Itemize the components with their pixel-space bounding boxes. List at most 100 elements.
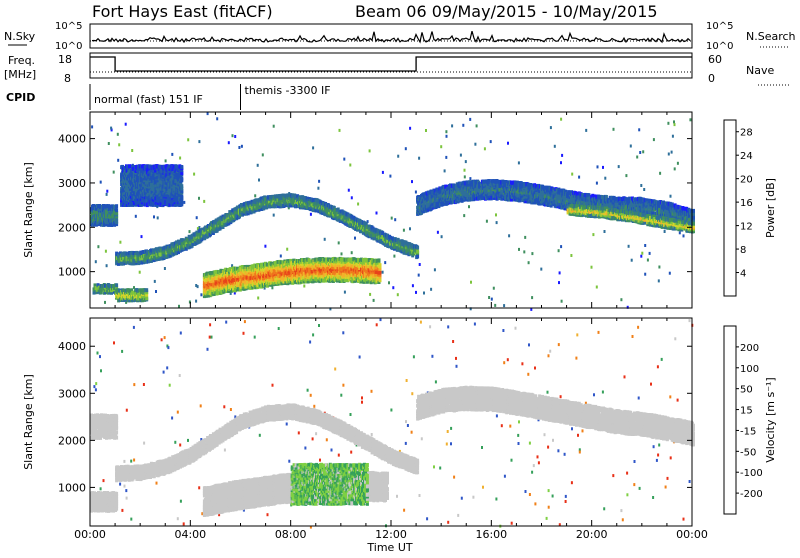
scatter-cell (286, 248, 288, 251)
scatter-cell (303, 285, 305, 288)
scatter-cell (232, 134, 234, 137)
scatter-cell (508, 234, 510, 237)
data-cell (145, 296, 148, 300)
scatter-cell (430, 288, 432, 291)
scatter-cell (647, 259, 649, 262)
nsky-label: N.Sky (4, 30, 36, 43)
scatter-cell (464, 175, 466, 178)
scatter-cell (560, 118, 562, 121)
scatter-cell (338, 241, 340, 244)
scatter-cell (469, 118, 471, 121)
scatter-cell (104, 301, 106, 304)
nsky-trace (90, 31, 692, 42)
scatter-cell (234, 135, 236, 138)
scatter-cell (228, 141, 230, 144)
scatter-cell (198, 197, 200, 200)
scatter-cell (397, 293, 399, 296)
scatter-cell (409, 227, 411, 230)
scatter-cell (613, 128, 615, 131)
scatter-cell (384, 261, 386, 264)
scatter-cell (100, 181, 102, 184)
scatter-cell (369, 293, 371, 296)
scatter-cell (591, 266, 593, 269)
scatter-cell (531, 296, 533, 299)
nsky-panel-frame (90, 24, 692, 48)
scatter-cell (445, 156, 447, 159)
scatter-cell (437, 231, 439, 234)
scatter-cell (484, 147, 486, 150)
nsky-series-line (92, 31, 690, 42)
scatter-cell (179, 157, 181, 160)
scatter-cell (602, 166, 604, 169)
scatter-cell (585, 129, 587, 132)
scatter-cell (496, 221, 498, 224)
scatter-cell (393, 255, 395, 258)
scatter-cell (389, 175, 391, 178)
data-cell (416, 255, 419, 259)
scatter-cell (97, 245, 99, 248)
scatter-cell (382, 271, 384, 274)
scatter-cell (409, 127, 411, 130)
beam-dates-title: Beam 06 09/May/2015 - 10/May/2015 (355, 2, 658, 21)
scatter-cell (382, 171, 384, 174)
scatter-cell (465, 160, 467, 163)
scatter-cell (415, 291, 417, 294)
scatter-cell (369, 149, 371, 152)
scatter-cell (349, 164, 351, 167)
scatter-cell (653, 138, 655, 141)
scatter-cell (341, 252, 343, 255)
scatter-cell (388, 281, 390, 284)
data-cell (416, 246, 419, 250)
scatter-cell (376, 212, 378, 215)
scatter-cell (273, 125, 275, 128)
scatter-cell (200, 293, 202, 296)
data-cell (115, 208, 118, 212)
scatter-cell (524, 236, 526, 239)
data-cell (145, 288, 148, 292)
scatter-cell (451, 124, 453, 127)
scatter-cell (241, 145, 243, 148)
scatter-cell (312, 146, 314, 149)
scatter-cell (494, 304, 496, 307)
scatter-cell (638, 128, 640, 131)
scatter-cell (171, 153, 173, 156)
scatter-cell (405, 147, 407, 150)
scatter-cell (649, 252, 651, 255)
nsky-left-tick-top: 10^5 (55, 21, 82, 32)
scatter-cell (491, 298, 493, 301)
scatter-cell (561, 154, 563, 157)
scatter-cell (671, 151, 673, 154)
station-title: Fort Hays East (fitACF) (92, 2, 273, 21)
data-cell (180, 177, 183, 181)
scatter-cell (628, 245, 630, 248)
scatter-cell (445, 130, 447, 133)
scatter-cell (264, 245, 266, 248)
scatter-cell (95, 260, 97, 263)
scatter-cell (460, 154, 462, 157)
scatter-cell (106, 190, 108, 193)
scatter-cell (415, 191, 417, 194)
scatter-cell (674, 123, 676, 126)
scatter-cell (462, 124, 464, 127)
scatter-cell (620, 298, 622, 301)
scatter-cell (474, 143, 476, 146)
scatter-cell (604, 230, 606, 233)
nsky-left-tick-bottom: 10^0 (55, 41, 82, 52)
scatter-cell (196, 216, 198, 219)
scatter-cell (324, 238, 326, 241)
scatter-cell (518, 161, 520, 164)
scatter-cell (689, 118, 691, 121)
scatter-cell (604, 177, 606, 180)
scatter-cell (193, 173, 195, 176)
scatter-cell (550, 126, 552, 129)
scatter-cell (578, 176, 580, 179)
scatter-cell (258, 179, 260, 182)
scatter-cell (391, 217, 393, 220)
scatter-cell (679, 231, 681, 234)
scatter-cell (153, 215, 155, 218)
scatter-cell (596, 286, 598, 289)
scatter-cell (636, 156, 638, 159)
scatter-cell (125, 123, 127, 126)
scatter-cell (373, 299, 375, 302)
scatter-cell (238, 146, 240, 149)
